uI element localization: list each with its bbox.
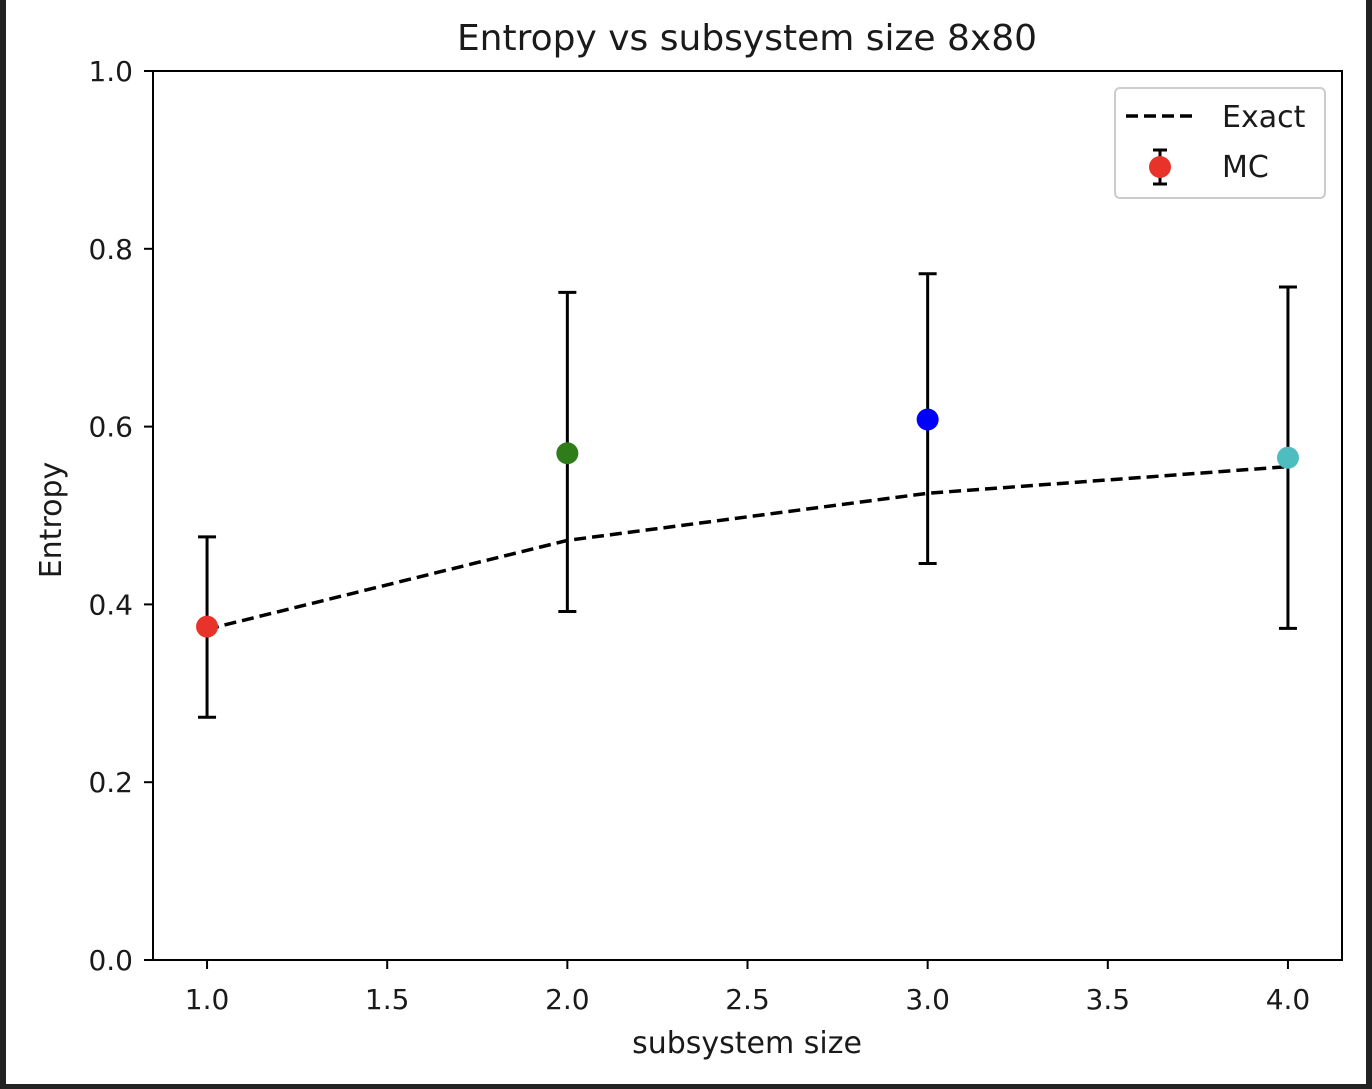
legend-mc-label: MC <box>1222 150 1269 185</box>
y-tick-label: 0.4 <box>88 588 133 621</box>
legend-mc-marker <box>1149 148 1171 186</box>
chart-title: Entropy vs subsystem size 8x80 <box>457 18 1037 59</box>
mc-point <box>556 442 579 465</box>
y-tick-label: 0.8 <box>88 233 133 266</box>
x-tick-label: 1.5 <box>365 983 410 1016</box>
x-tick-label: 4.0 <box>1266 983 1311 1016</box>
mc-point <box>196 615 219 638</box>
axes-frame <box>152 70 1343 961</box>
figure: Entropy vs subsystem size 8x80 1.0 1.5 2.0… <box>6 0 1366 1084</box>
legend-exact-label: Exact <box>1222 100 1306 135</box>
x-axis: 1.0 1.5 2.0 2.5 3.0 3.5 4.0 <box>185 960 1310 1016</box>
x-tick-label: 3.5 <box>1086 983 1131 1016</box>
plot-area <box>196 272 1299 719</box>
x-tick-label: 1.0 <box>185 983 230 1016</box>
y-tick-label: 0.2 <box>88 766 133 799</box>
x-tick-label: 2.0 <box>545 983 590 1016</box>
mc-point <box>1276 446 1299 469</box>
x-tick-label: 3.0 <box>905 983 950 1016</box>
exact-line <box>206 464 1289 631</box>
y-tick-label: 0.6 <box>88 411 133 444</box>
y-tick-label: 0.0 <box>88 944 133 977</box>
entropy-chart: Entropy vs subsystem size 8x80 1.0 1.5 2.0… <box>34 18 1343 1061</box>
y-axis-label: Entropy <box>34 462 69 579</box>
mc-point <box>916 408 939 431</box>
legend: Exact MC <box>1114 87 1326 199</box>
x-axis-label: subsystem size <box>632 1026 862 1061</box>
x-tick-label: 2.5 <box>725 983 770 1016</box>
y-tick-label: 1.0 <box>88 55 133 88</box>
y-axis: 0.0 0.2 0.4 0.6 0.8 1.0 <box>88 55 153 977</box>
